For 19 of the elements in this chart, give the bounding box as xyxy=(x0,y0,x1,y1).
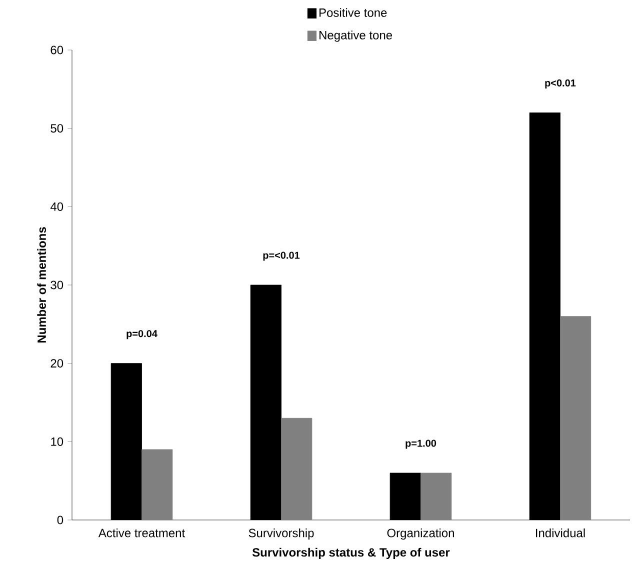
x-tick-label: Survivorship xyxy=(248,528,314,540)
annotation: p<0.01 xyxy=(545,79,576,88)
x-axis-title: Survivorship status & Type of user xyxy=(252,548,450,560)
y-tick-label: 20 xyxy=(50,359,64,368)
x-tick-label: Organization xyxy=(387,528,454,540)
y-tick-label: 40 xyxy=(50,202,64,211)
y-axis-title: Number of mentions xyxy=(37,227,46,343)
legend-label: Positive tone xyxy=(320,8,387,17)
y-tick-label: 50 xyxy=(50,124,64,133)
annotation: p=<0.01 xyxy=(263,252,300,261)
legend-label: Negative tone xyxy=(320,30,392,42)
annotation: p=0.04 xyxy=(126,330,158,340)
y-tick-label: 10 xyxy=(51,437,64,446)
y-tick-label: 60 xyxy=(50,46,64,54)
annotation: p=1.00 xyxy=(406,440,436,449)
x-tick-label: Active treatment xyxy=(98,528,186,538)
x-tick-label: Individual xyxy=(536,528,585,538)
y-tick-label: 30 xyxy=(50,280,64,290)
y-tick-label: 0 xyxy=(57,516,64,524)
